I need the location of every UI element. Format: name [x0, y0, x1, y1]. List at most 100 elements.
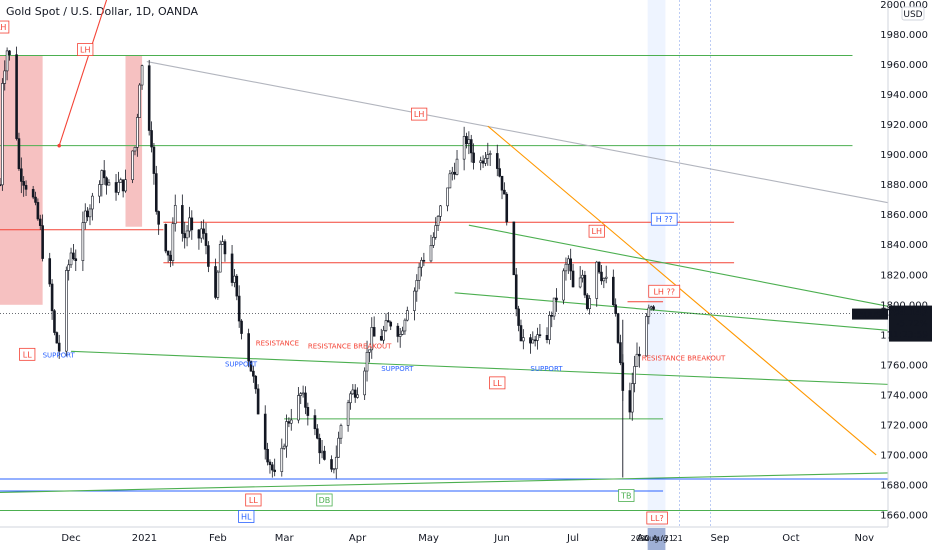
- candle-body: [555, 297, 558, 301]
- candle-body: [271, 464, 274, 471]
- y-tick-label: 1820.000: [880, 270, 928, 281]
- candle-body: [136, 117, 139, 148]
- chart-title: Gold Spot / U.S. Dollar, 1D, OANDA: [6, 5, 199, 18]
- candle-body: [455, 158, 459, 175]
- candle-body: [633, 366, 636, 384]
- price-axis: [888, 0, 932, 550]
- candle-body: [652, 306, 655, 310]
- candle-body: [218, 244, 222, 273]
- candle-body: [545, 334, 549, 340]
- candle-body: [223, 241, 227, 255]
- candle-body: [3, 70, 7, 84]
- candle-body: [417, 266, 421, 281]
- candle-body: [413, 290, 416, 311]
- annotation-badge-text: LH: [0, 23, 6, 32]
- candle-body: [647, 307, 651, 317]
- candle-body: [600, 271, 603, 282]
- y-tick-label: 1680.000: [880, 480, 928, 491]
- candle-body: [17, 138, 21, 170]
- candle-body: [53, 310, 56, 333]
- candle-body: [363, 370, 366, 396]
- candle-body: [152, 146, 156, 174]
- y-tick-label: 1860.000: [880, 210, 928, 221]
- candle-body: [216, 271, 220, 298]
- y-tick-label: 1900.000: [880, 150, 928, 161]
- candle-body: [500, 175, 504, 191]
- candle-body: [446, 187, 449, 207]
- candle-body: [105, 177, 108, 186]
- candle-body: [22, 181, 25, 186]
- candle-body: [432, 236, 435, 246]
- candle-body: [349, 393, 352, 404]
- candle-body: [207, 245, 210, 267]
- candle-body: [538, 334, 542, 336]
- y-tick-label: 1660.000: [880, 510, 928, 521]
- candle-body: [301, 392, 305, 395]
- candle-body: [529, 337, 532, 344]
- annotation-badge-text: LH: [591, 227, 601, 236]
- candle-body: [0, 184, 2, 186]
- candle-body: [436, 215, 440, 226]
- candle-body: [514, 274, 518, 310]
- candle-body: [100, 170, 104, 185]
- candle-body: [299, 393, 303, 396]
- candle-body: [204, 233, 208, 246]
- price-countdown: 11:23:59: [888, 331, 929, 341]
- annotations: LH LH LH LH LH ?? H ?? LL LL LL DB HL TB LL? SUPPORT S…: [0, 20, 726, 525]
- y-tick-label: 1720.000: [880, 420, 928, 431]
- candle-body: [630, 383, 634, 413]
- candle-body: [379, 335, 383, 341]
- x-tick-label: Mar: [275, 533, 295, 544]
- candle-body: [614, 304, 617, 314]
- annotation-badge: [238, 510, 255, 523]
- date-highlight-label: 20 Aug '21: [631, 534, 674, 543]
- candle-body: [448, 173, 452, 189]
- candle-body: [98, 184, 101, 197]
- candle-body: [313, 415, 317, 430]
- candle-body: [581, 274, 584, 279]
- annotation-badge-text: LL: [249, 496, 258, 505]
- candle-body: [384, 320, 388, 331]
- candle-body: [429, 245, 433, 262]
- candle-body: [389, 321, 393, 327]
- candle-body: [154, 173, 158, 212]
- y-tick-label: 2000.000: [880, 0, 928, 11]
- candle-body: [289, 419, 293, 424]
- annotation-label: RESISTANCE BREAKOUT: [642, 354, 726, 362]
- candle-body: [536, 334, 539, 341]
- annotation-label: SUPPORT: [530, 365, 563, 373]
- trend-line: [487, 125, 877, 456]
- candle-body: [512, 221, 516, 276]
- candle-body: [119, 179, 123, 183]
- candle-body: [453, 171, 456, 175]
- candle-body: [401, 330, 404, 335]
- candle-body: [74, 258, 78, 261]
- candle-body: [612, 276, 615, 306]
- y-tick-label: 1700.000: [880, 450, 928, 461]
- annotation-badge: [489, 376, 506, 390]
- candle-body: [365, 351, 369, 372]
- candle-body: [237, 295, 241, 322]
- candle-body: [488, 153, 492, 155]
- annotation-badge: [0, 20, 10, 34]
- x-tick-label: Aug: [637, 533, 657, 544]
- candle-body: [86, 210, 89, 218]
- candle-body: [83, 210, 87, 223]
- candle-body: [439, 205, 442, 217]
- candle-body: [462, 136, 466, 160]
- candle-body: [190, 217, 194, 231]
- candle-body: [124, 179, 127, 192]
- candle-body: [479, 160, 483, 163]
- candle-body: [254, 375, 258, 390]
- date-highlight: [647, 528, 666, 550]
- candle-body: [15, 54, 18, 139]
- unit-label: USD: [903, 10, 922, 20]
- candle-body: [578, 277, 582, 288]
- candle-body: [548, 315, 551, 340]
- annotation-badge: [648, 284, 681, 298]
- candle-body: [166, 250, 170, 256]
- candle-body: [117, 181, 120, 193]
- candle-body: [24, 185, 28, 190]
- candle-body: [57, 342, 61, 352]
